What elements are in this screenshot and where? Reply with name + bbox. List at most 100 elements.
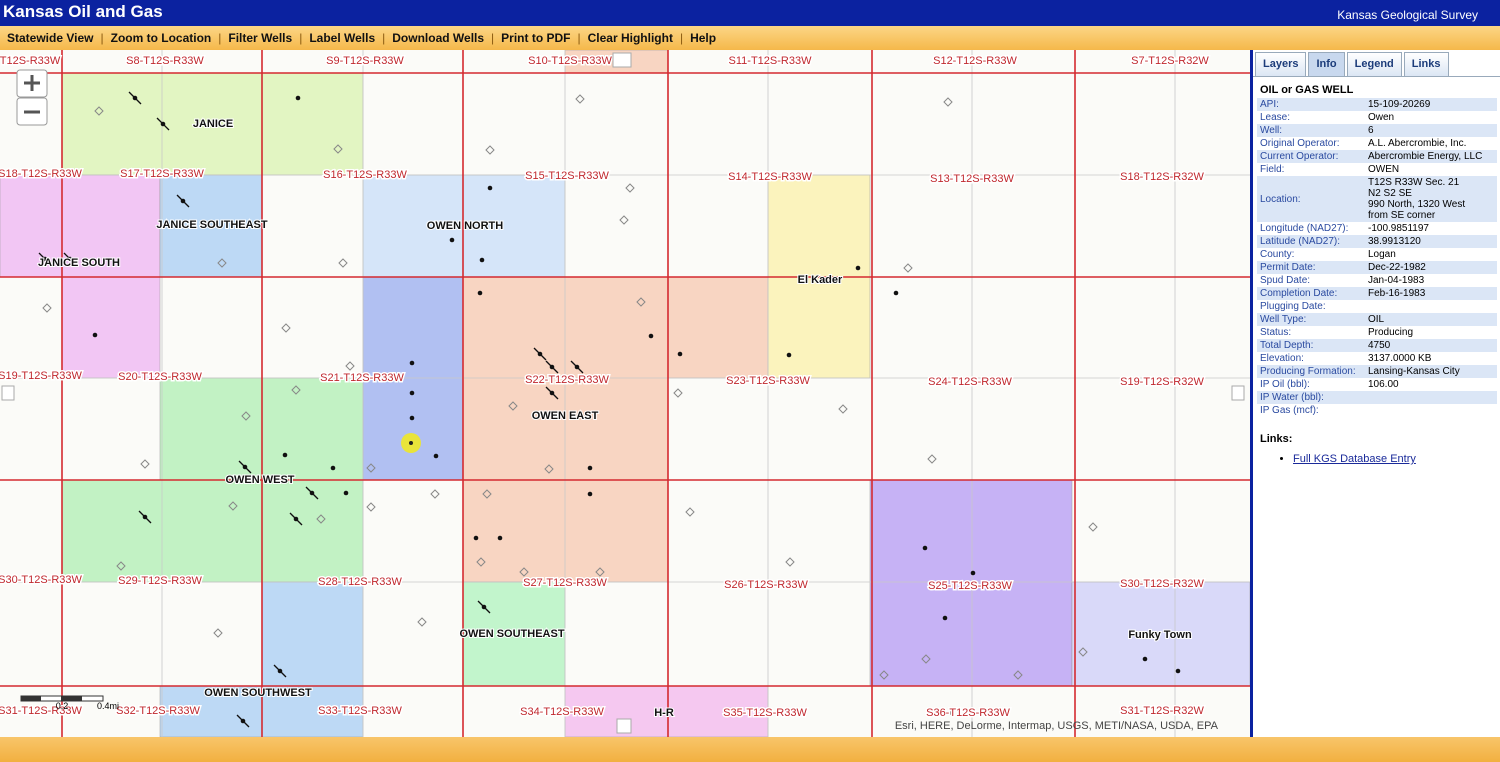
- dry-hole[interactable]: [673, 388, 683, 398]
- dry-hole[interactable]: [1078, 647, 1088, 657]
- dry-hole[interactable]: [94, 106, 104, 116]
- dry-hole[interactable]: [595, 567, 605, 577]
- dry-hole[interactable]: [345, 361, 355, 371]
- dry-hole[interactable]: [116, 561, 126, 571]
- plugged-well[interactable]: [273, 664, 287, 678]
- toolbar-item[interactable]: Label Wells: [309, 31, 376, 45]
- plugged-well[interactable]: [533, 347, 547, 361]
- plugged-well[interactable]: [156, 117, 170, 131]
- dry-hole[interactable]: [785, 557, 795, 567]
- dry-hole[interactable]: [140, 459, 150, 469]
- plugged-well[interactable]: [570, 360, 584, 374]
- plugged-well[interactable]: [305, 486, 319, 500]
- toolbar-item[interactable]: Clear Highlight: [587, 31, 673, 45]
- dry-hole[interactable]: [213, 628, 223, 638]
- plugged-well[interactable]: [477, 600, 491, 614]
- oil-well[interactable]: [477, 290, 483, 296]
- dry-hole[interactable]: [927, 454, 937, 464]
- dry-hole[interactable]: [316, 514, 326, 524]
- map[interactable]: T12S-R33W S8-T12S-R33W S9-T12S-R33W S10-T12…: [0, 50, 1250, 737]
- plugged-well[interactable]: [236, 714, 250, 728]
- dry-hole[interactable]: [482, 489, 492, 499]
- plugged-well[interactable]: [63, 252, 77, 266]
- dry-hole[interactable]: [333, 144, 343, 154]
- toolbar-item[interactable]: Download Wells: [392, 31, 485, 45]
- dry-hole[interactable]: [1088, 522, 1098, 532]
- oil-well[interactable]: [433, 453, 439, 459]
- dry-hole[interactable]: [338, 258, 348, 268]
- dry-hole[interactable]: [485, 145, 495, 155]
- dry-hole[interactable]: [838, 404, 848, 414]
- pan-down[interactable]: [616, 718, 632, 734]
- dry-hole[interactable]: [417, 617, 427, 627]
- oil-well[interactable]: [343, 490, 349, 496]
- pan-up[interactable]: [612, 52, 632, 68]
- dry-hole[interactable]: [636, 297, 646, 307]
- tab[interactable]: Links: [1403, 52, 1449, 76]
- dry-hole[interactable]: [241, 411, 251, 421]
- tab[interactable]: Info: [1308, 52, 1345, 76]
- oil-well[interactable]: [949, 710, 955, 716]
- toolbar-item[interactable]: Statewide View: [7, 31, 94, 45]
- dry-hole[interactable]: [575, 94, 585, 104]
- oil-well[interactable]: [855, 265, 861, 271]
- oil-well[interactable]: [677, 351, 683, 357]
- dry-hole[interactable]: [921, 654, 931, 664]
- oil-well[interactable]: [330, 465, 336, 471]
- dry-hole[interactable]: [291, 385, 301, 395]
- dry-hole[interactable]: [943, 97, 953, 107]
- oil-well[interactable]: [942, 615, 948, 621]
- toolbar-item[interactable]: Filter Wells: [228, 31, 293, 45]
- dry-hole[interactable]: [281, 323, 291, 333]
- oil-well[interactable]: [1175, 668, 1181, 674]
- oil-well[interactable]: [92, 332, 98, 338]
- pan-left[interactable]: [1, 385, 15, 401]
- tab[interactable]: Layers: [1255, 52, 1307, 76]
- oil-well[interactable]: [1142, 656, 1148, 662]
- oil-well[interactable]: [893, 290, 899, 296]
- zoom-in[interactable]: [16, 69, 48, 98]
- oil-well[interactable]: [648, 333, 654, 339]
- dry-hole[interactable]: [879, 670, 889, 680]
- plugged-well[interactable]: [238, 460, 252, 474]
- plugged-well[interactable]: [545, 386, 559, 400]
- plugged-well[interactable]: [545, 360, 559, 374]
- plugged-well[interactable]: [138, 510, 152, 524]
- oil-well[interactable]: [282, 452, 288, 458]
- zoom-out[interactable]: [16, 97, 48, 126]
- dry-hole[interactable]: [430, 489, 440, 499]
- plugged-well[interactable]: [128, 91, 142, 105]
- oil-well[interactable]: [409, 360, 415, 366]
- dry-hole[interactable]: [476, 557, 486, 567]
- plugged-well[interactable]: [176, 194, 190, 208]
- oil-well[interactable]: [587, 491, 593, 497]
- oil-well[interactable]: [786, 352, 792, 358]
- oil-well[interactable]: [409, 390, 415, 396]
- dry-hole[interactable]: [625, 183, 635, 193]
- dry-hole[interactable]: [366, 502, 376, 512]
- plugged-well[interactable]: [289, 512, 303, 526]
- toolbar-item[interactable]: Print to PDF: [501, 31, 571, 45]
- dry-hole[interactable]: [42, 303, 52, 313]
- dry-hole[interactable]: [544, 464, 554, 474]
- dry-hole[interactable]: [519, 567, 529, 577]
- oil-well[interactable]: [487, 185, 493, 191]
- dry-hole[interactable]: [228, 501, 238, 511]
- dry-hole[interactable]: [619, 215, 629, 225]
- dry-hole[interactable]: [685, 507, 695, 517]
- toolbar-item[interactable]: Zoom to Location: [110, 31, 212, 45]
- oil-well[interactable]: [449, 237, 455, 243]
- oil-well[interactable]: [295, 95, 301, 101]
- pan-right[interactable]: [1231, 385, 1245, 401]
- oil-well[interactable]: [473, 535, 479, 541]
- dry-hole[interactable]: [217, 258, 227, 268]
- dry-hole[interactable]: [903, 263, 913, 273]
- dry-hole[interactable]: [508, 401, 518, 411]
- oil-well[interactable]: [479, 257, 485, 263]
- plugged-well[interactable]: [38, 252, 52, 266]
- tab[interactable]: Legend: [1346, 52, 1402, 76]
- selected-well[interactable]: [409, 441, 413, 445]
- oil-well[interactable]: [970, 570, 976, 576]
- dry-hole[interactable]: [1013, 670, 1023, 680]
- toolbar-item[interactable]: Help: [690, 31, 717, 45]
